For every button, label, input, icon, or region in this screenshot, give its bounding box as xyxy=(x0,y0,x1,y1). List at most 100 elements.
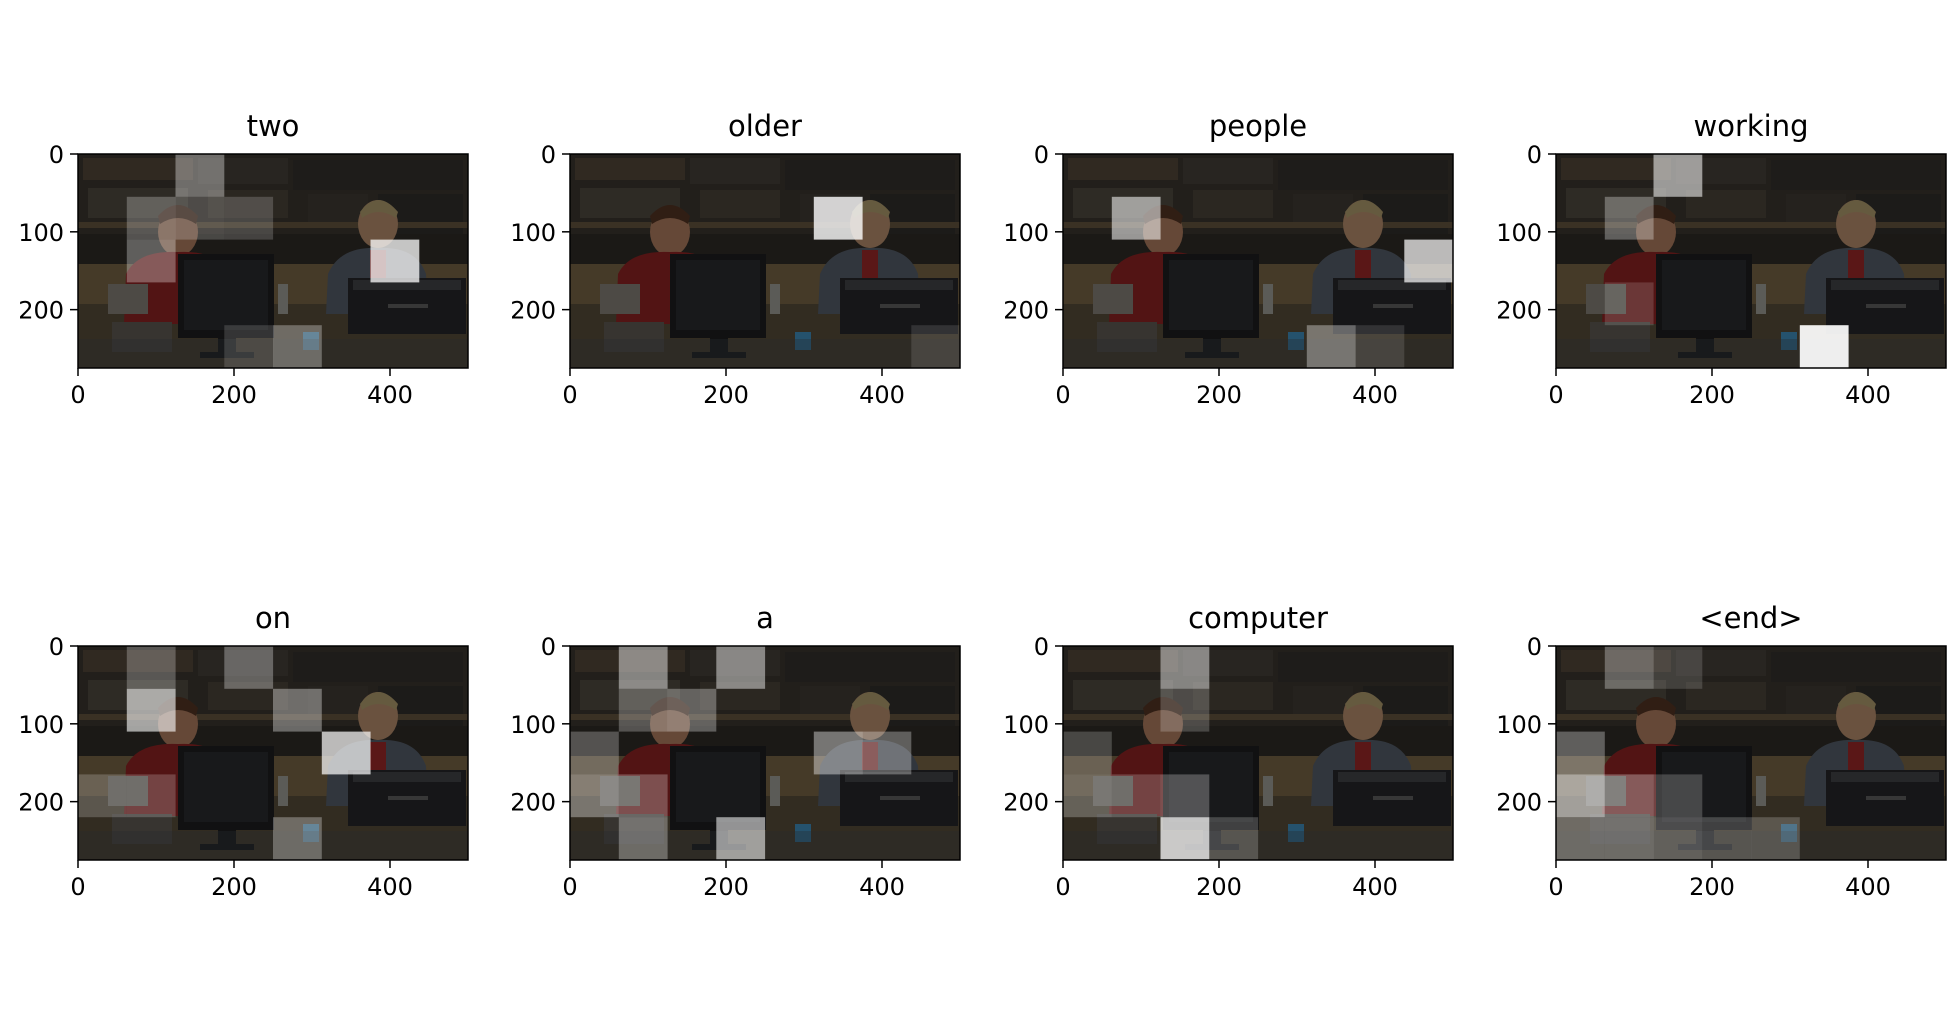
panel-5: a 0 200 400 0 100 200 xyxy=(510,601,961,901)
axes-frame xyxy=(1555,153,1947,369)
attention-cell xyxy=(1111,196,1161,240)
attention-cell xyxy=(667,688,717,732)
x-tick-label: 0 xyxy=(70,873,85,901)
attention-cell xyxy=(570,774,619,818)
y-tick-label: 200 xyxy=(1496,297,1542,325)
y-tick-label: 0 xyxy=(541,633,556,661)
attention-cell xyxy=(716,646,766,689)
panel-title: <end> xyxy=(1699,601,1802,635)
y-tick-label: 100 xyxy=(18,219,64,247)
x-tick-label: 200 xyxy=(1196,381,1242,409)
attention-cell xyxy=(1556,774,1605,818)
y-tick-label: 200 xyxy=(1003,297,1049,325)
attention-cell xyxy=(370,239,420,283)
attention-cell xyxy=(1604,282,1654,326)
attention-cell xyxy=(1160,688,1210,732)
attention-cell xyxy=(862,731,912,775)
attention-base xyxy=(1556,646,1946,860)
x-tick-label: 0 xyxy=(70,381,85,409)
panel-image xyxy=(570,646,960,860)
axes-frame xyxy=(1555,645,1947,861)
attention-cell xyxy=(1653,774,1703,818)
panel-title: a xyxy=(756,601,774,635)
attention-cell xyxy=(1751,817,1800,860)
panel-title: two xyxy=(247,109,300,143)
panel-image xyxy=(1556,646,1946,860)
x-tick-label: 400 xyxy=(1352,381,1398,409)
attention-cell xyxy=(1653,646,1703,689)
y-tick-label: 100 xyxy=(1003,711,1049,739)
y-tick-label: 200 xyxy=(18,789,64,817)
attention-cell xyxy=(1604,774,1654,818)
attention-cell xyxy=(1063,774,1112,818)
attention-cell xyxy=(78,774,127,818)
attention-cell xyxy=(813,731,863,775)
attention-cell xyxy=(618,688,668,732)
x-tick-label: 200 xyxy=(703,381,749,409)
attention-cell xyxy=(1799,325,1849,368)
x-tick-label: 200 xyxy=(703,873,749,901)
attention-cell xyxy=(321,731,371,775)
attention-base xyxy=(1063,646,1453,860)
y-tick-label: 100 xyxy=(1496,219,1542,247)
x-tick-label: 400 xyxy=(859,381,905,409)
panel-image xyxy=(78,154,468,368)
axes-frame xyxy=(77,153,469,369)
attention-cell xyxy=(1604,196,1654,240)
y-tick-label: 200 xyxy=(18,297,64,325)
x-tick-label: 0 xyxy=(1055,873,1070,901)
panel-3: working 0 200 400 0 100 200 xyxy=(1496,109,1947,409)
attention-cell xyxy=(1404,239,1453,283)
attention-cell xyxy=(126,688,176,732)
y-tick-label: 100 xyxy=(1496,711,1542,739)
axes-frame xyxy=(77,645,469,861)
x-tick-label: 0 xyxy=(1548,873,1563,901)
y-tick-label: 200 xyxy=(1003,789,1049,817)
y-tick-label: 0 xyxy=(1527,141,1542,169)
x-tick-label: 400 xyxy=(1845,381,1891,409)
attention-cell xyxy=(618,774,668,818)
panel-title: working xyxy=(1693,109,1808,143)
x-tick-label: 0 xyxy=(562,873,577,901)
x-tick-label: 400 xyxy=(1845,873,1891,901)
attention-cell xyxy=(618,817,668,860)
x-tick-label: 200 xyxy=(1196,873,1242,901)
y-tick-label: 100 xyxy=(510,711,556,739)
x-tick-label: 0 xyxy=(1548,381,1563,409)
y-tick-label: 100 xyxy=(510,219,556,247)
attention-base xyxy=(570,154,960,368)
attention-cell xyxy=(1063,731,1112,775)
x-tick-label: 400 xyxy=(1352,873,1398,901)
y-tick-label: 0 xyxy=(541,141,556,169)
y-tick-label: 0 xyxy=(1034,633,1049,661)
attention-cell xyxy=(1209,817,1259,860)
axes-frame xyxy=(569,645,961,861)
panel-6: computer 0 200 400 0 100 200 xyxy=(1003,601,1454,901)
y-tick-label: 0 xyxy=(49,141,64,169)
panel-image xyxy=(1063,154,1453,368)
y-tick-label: 100 xyxy=(18,711,64,739)
attention-base xyxy=(1556,154,1946,368)
attention-cell xyxy=(224,196,274,240)
attention-cell xyxy=(1160,774,1210,818)
attention-cell xyxy=(1556,731,1605,775)
panel-title: computer xyxy=(1188,601,1328,635)
attention-cell xyxy=(1355,325,1405,368)
attention-cell xyxy=(1653,817,1703,860)
attention-cell xyxy=(1604,646,1654,689)
panel-0: two 0 200 400 0 100 200 xyxy=(18,109,469,409)
y-tick-label: 200 xyxy=(510,789,556,817)
axes-frame xyxy=(569,153,961,369)
x-tick-label: 200 xyxy=(1689,381,1735,409)
x-tick-label: 200 xyxy=(211,873,257,901)
y-tick-label: 100 xyxy=(1003,219,1049,247)
x-tick-label: 200 xyxy=(211,381,257,409)
attention-cell xyxy=(273,688,322,732)
y-tick-label: 0 xyxy=(49,633,64,661)
x-tick-label: 200 xyxy=(1689,873,1735,901)
attention-cell xyxy=(126,239,176,283)
attention-cell xyxy=(716,817,766,860)
attention-cell xyxy=(175,154,225,197)
attention-cell xyxy=(224,325,274,368)
